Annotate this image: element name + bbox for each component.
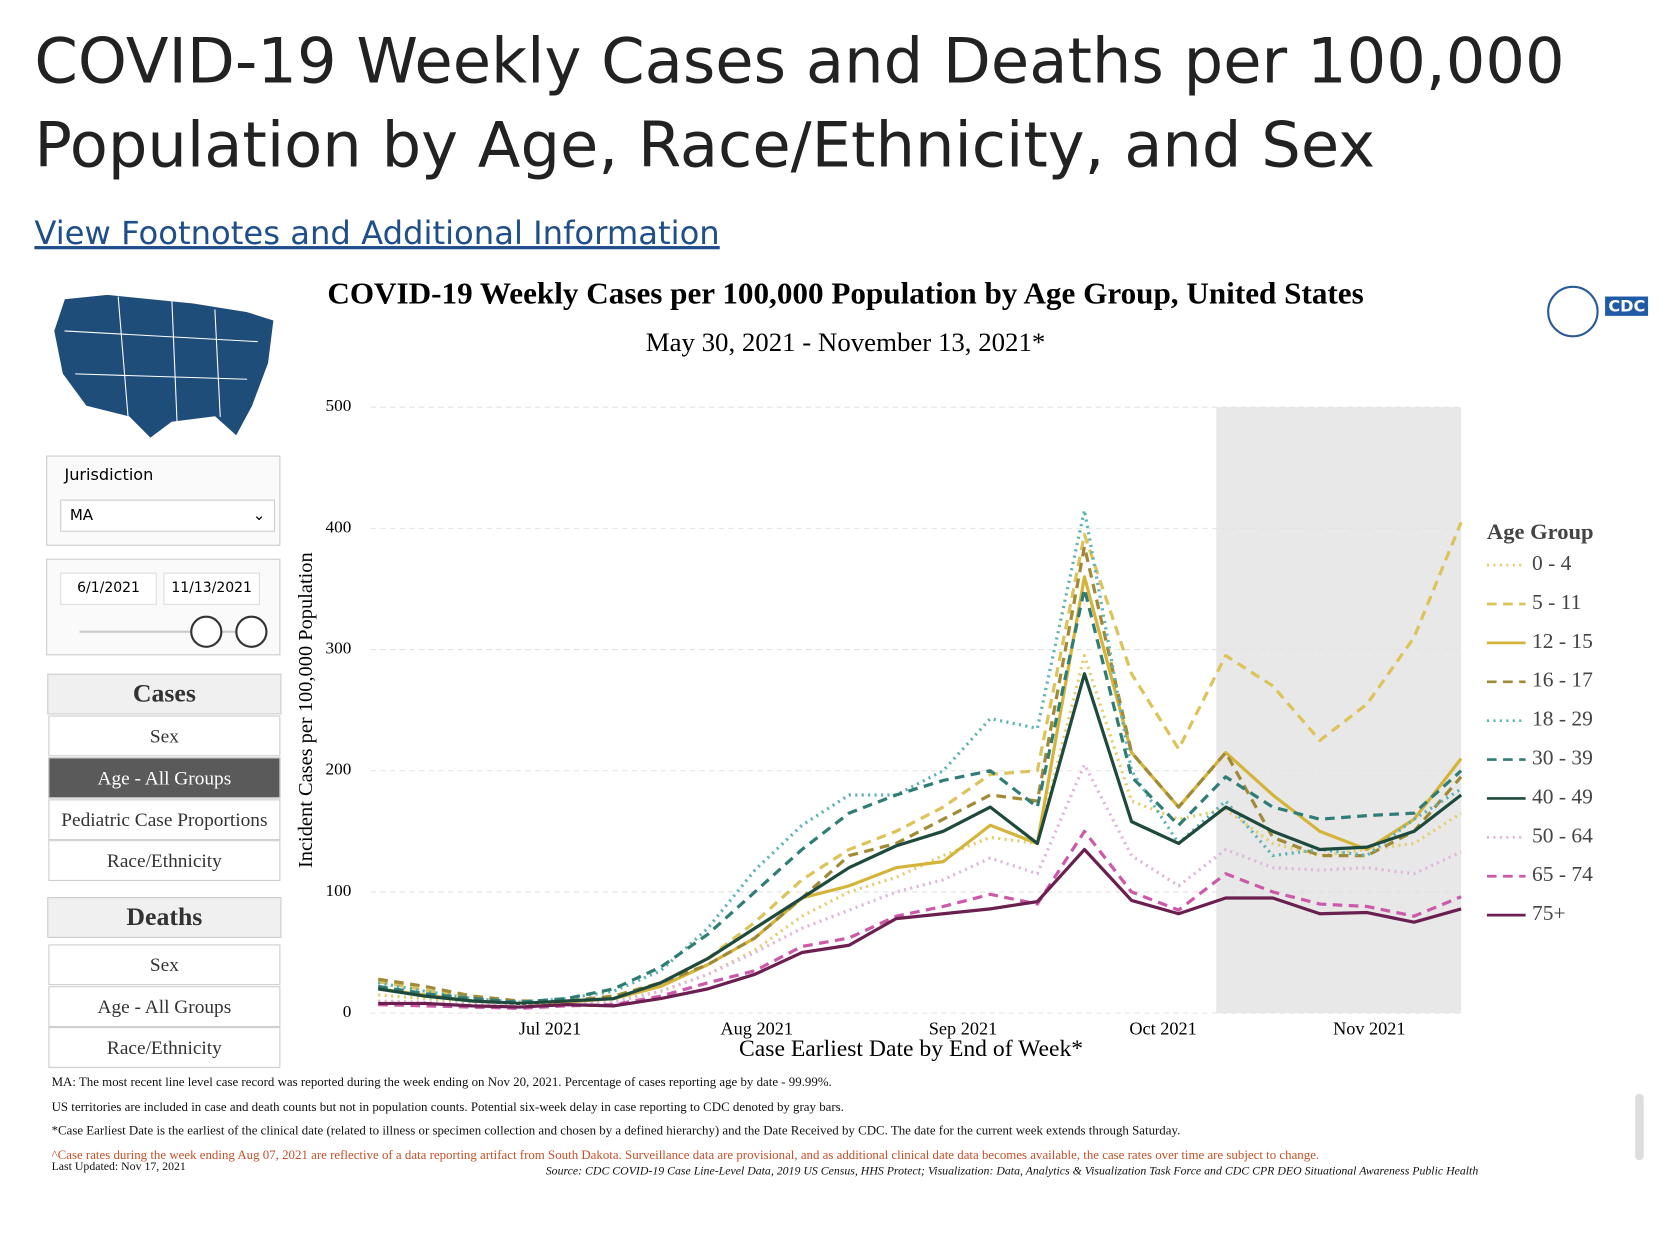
x-tick-label: Jul 2021 xyxy=(519,1018,581,1038)
y-tick-label: 200 xyxy=(326,760,352,779)
source: Source: CDC COVID-19 Case Line-Level Dat… xyxy=(545,1164,1479,1178)
deaths-button[interactable]: Race/Ethnicity xyxy=(48,1027,281,1068)
chevron: ⌄ xyxy=(252,507,266,525)
us-map[interactable] xyxy=(43,288,282,439)
footnote: US territories are included in case and … xyxy=(51,1099,844,1115)
x-tick-label: Aug 2021 xyxy=(720,1018,793,1038)
legend-label: 0 - 4 xyxy=(1532,551,1572,575)
jurisdiction-filter: Jurisdiction MA ⌄ xyxy=(46,455,281,546)
y-tick-label: 400 xyxy=(326,517,352,536)
cdc-logo: CDC xyxy=(1605,296,1649,316)
slider-handle[interactable] xyxy=(190,615,223,648)
date-filter: 6/1/2021 11/13/2021 xyxy=(46,558,281,656)
series-line xyxy=(378,847,1462,1009)
legend-label: 50 - 64 xyxy=(1532,823,1593,847)
cases-button[interactable]: Age - All Groups xyxy=(48,757,281,799)
y-tick-label: 100 xyxy=(326,881,352,900)
deaths-heading: Deaths xyxy=(47,897,282,938)
dropdown[interactable]: MA ⌄ xyxy=(60,499,276,532)
y-tick-label: 500 xyxy=(326,396,352,415)
legend-label: 40 - 49 xyxy=(1532,784,1593,808)
series-line xyxy=(377,672,1463,1006)
scrollbar[interactable] xyxy=(1635,1093,1644,1161)
hhs-logo xyxy=(1547,285,1599,338)
date-end[interactable]: 11/13/2021 xyxy=(163,572,260,605)
legend-label: 30 - 39 xyxy=(1532,745,1593,769)
legend-label: 18 - 29 xyxy=(1532,707,1593,731)
y-axis-label: Incident Cases per 100,000 Population xyxy=(295,552,317,868)
last-updated: Last Updated: Nov 17, 2021 xyxy=(51,1160,186,1174)
series-line xyxy=(377,587,1463,1004)
footnotes-link[interactable]: View Footnotes and Additional Informatio… xyxy=(34,214,720,253)
page-title: COVID-19 Weekly Cases and Deaths per 100… xyxy=(34,24,1565,182)
x-tick-label: Sep 2021 xyxy=(929,1018,997,1038)
filter-label: Jurisdiction xyxy=(64,465,154,485)
slider-handle[interactable] xyxy=(235,615,268,648)
footnote: ^Case rates during the week ending Aug 0… xyxy=(51,1147,1320,1163)
cases-heading: Cases xyxy=(47,673,282,715)
y-tick-label: 300 xyxy=(326,638,352,657)
chart: COVID-19 Weekly Cases per 100,000 Popula… xyxy=(295,276,1594,1062)
slider-track xyxy=(79,630,263,633)
delay-region xyxy=(1216,407,1462,1014)
x-tick-label: Oct 2021 xyxy=(1129,1018,1196,1038)
legend-title: Age Group xyxy=(1487,519,1594,544)
date-start[interactable]: 6/1/2021 xyxy=(60,572,157,605)
chart-subtitle: May 30, 2021 - November 13, 2021* xyxy=(646,327,1046,357)
footnote: MA: The most recent line level case reco… xyxy=(51,1074,832,1090)
legend-label: 5 - 11 xyxy=(1532,590,1581,614)
legend-label: 16 - 17 xyxy=(1532,668,1593,692)
deaths-button[interactable]: Sex xyxy=(48,944,281,986)
legend-label: 12 - 15 xyxy=(1532,629,1593,653)
y-tick-label: 0 xyxy=(343,1002,352,1021)
legend-label: 75+ xyxy=(1532,901,1566,925)
dropdown-value: MA xyxy=(69,507,94,525)
footnote: *Case Earliest Date is the earliest of t… xyxy=(51,1122,1181,1138)
x-axis-label: Case Earliest Date by End of Week* xyxy=(739,1036,1083,1062)
cases-button[interactable]: Race/Ethnicity xyxy=(48,840,281,881)
chart-title: COVID-19 Weekly Cases per 100,000 Popula… xyxy=(327,276,1363,311)
cases-button[interactable]: Pediatric Case Proportions xyxy=(48,799,281,841)
cases-button[interactable]: Sex xyxy=(48,715,281,757)
legend-label: 65 - 74 xyxy=(1532,862,1593,886)
deaths-button[interactable]: Age - All Groups xyxy=(48,986,281,1028)
x-tick-label: Nov 2021 xyxy=(1333,1018,1406,1038)
